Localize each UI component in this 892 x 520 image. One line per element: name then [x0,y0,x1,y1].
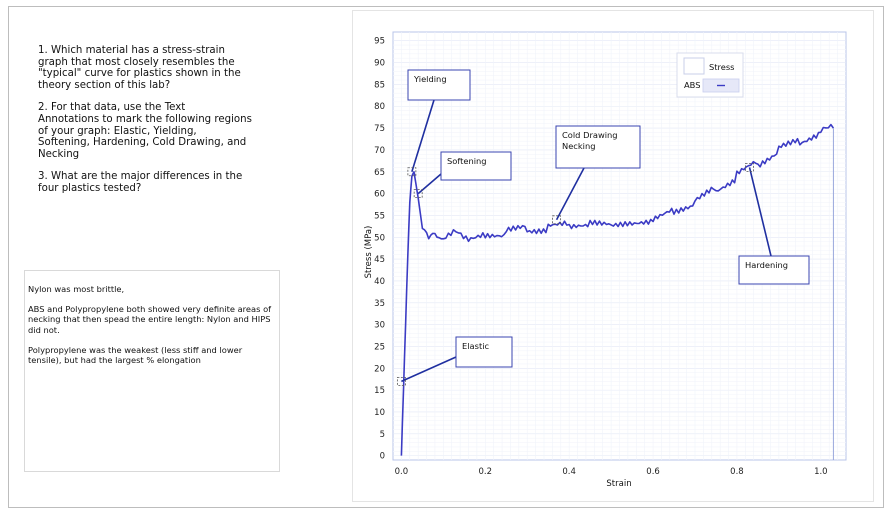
y-tick-label: 0 [380,452,385,462]
y-tick-label: 40 [374,277,385,287]
y-tick-label: 25 [374,342,385,352]
annotation-target[interactable] [413,189,423,198]
x-tick-label: 0.8 [730,467,744,477]
y-tick-label: 15 [374,386,385,396]
legend-header-swatch [683,57,705,75]
y-axis-label: Stress (MPa) [364,226,374,279]
question-2: 2. For that data, use the Text Annotatio… [38,102,252,160]
annotation-label: Cold Drawing [562,130,618,140]
worksheet-frame [8,6,884,508]
question-list: 1. Which material has a stress-strain gr… [38,45,273,206]
annotation-box[interactable] [440,151,512,181]
y-tick-label: 65 [374,168,385,178]
answer-3: Polypropylene was the weakest (less stif… [28,344,243,366]
y-tick-label: 10 [374,408,385,418]
y-tick-label: 95 [374,37,385,47]
y-tick-label: 30 [374,321,385,331]
y-tick-label: 5 [380,430,385,440]
question-3: 3. What are the major differences in the… [38,171,243,194]
y-tick-label: 60 [374,190,385,200]
x-tick-label: 0.6 [646,467,660,477]
annotation-box[interactable] [738,255,810,285]
annotation-label: Necking [562,141,596,151]
annotation-box[interactable] [555,125,641,169]
y-tick-label: 50 [374,233,385,243]
answer-list: Nylon was most brittle, ABS and Polyprop… [28,284,278,375]
y-tick-label: 70 [374,146,385,156]
annotation-target[interactable] [745,162,754,172]
x-tick-label: 0.4 [562,467,576,477]
series-line-abs [400,123,835,456]
y-tick-label: 85 [374,80,385,90]
answer-text-box[interactable] [24,270,280,472]
annotation-leader [411,99,435,172]
legend-header: Stress [709,62,735,72]
answer-1: Nylon was most brittle, [28,284,125,294]
y-tick-label: 90 [374,59,385,69]
y-tick-label: 45 [374,255,385,265]
legend-entry-abs: ABS [684,80,701,90]
y-tick-label: 20 [374,364,385,374]
annotation-target[interactable] [552,215,561,225]
y-tick-label: 55 [374,211,385,221]
annotation-label: Hardening [745,260,788,270]
annotation-label: Yielding [413,74,447,84]
annotation-target[interactable] [407,167,417,177]
annotation-box[interactable] [407,69,471,101]
annotation-leader [555,167,585,221]
annotation-leader [401,356,457,383]
annotation-box[interactable] [455,336,513,368]
annotation-leader [748,167,772,257]
annotation-label: Elastic [462,341,490,351]
y-tick-label: 80 [374,102,385,112]
answer-2: ABS and Polypropylene both showed very d… [28,304,272,335]
y-tick-label: 75 [374,124,385,134]
annotation-label: Softening [447,156,487,166]
chart-panel [352,10,874,502]
x-tick-label: 0.2 [479,467,493,477]
x-axis-label: Strain [606,479,631,489]
question-1: 1. Which material has a stress-strain gr… [38,45,241,91]
y-tick-label: 35 [374,299,385,309]
annotation-target[interactable] [396,376,406,386]
x-tick-label: 1.0 [814,467,828,477]
x-tick-label: 0.0 [395,467,409,477]
